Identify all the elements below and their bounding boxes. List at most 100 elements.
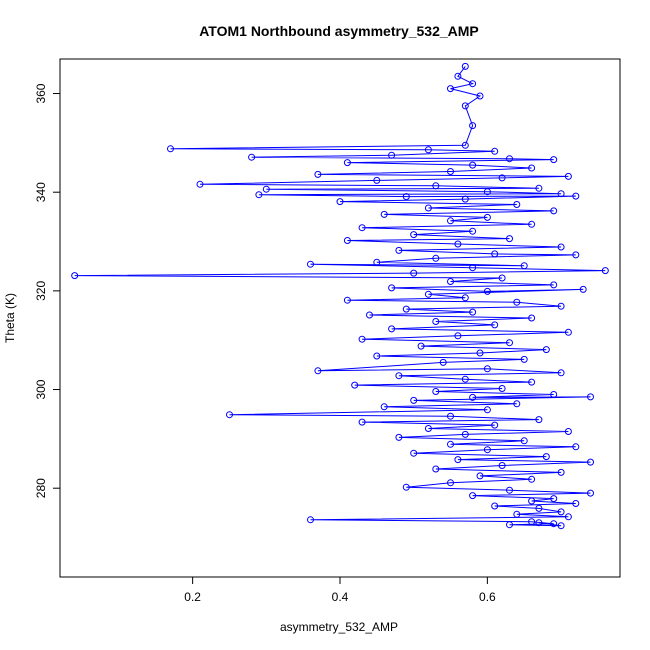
data-point [550,495,558,503]
data-point [424,290,432,298]
data-point [557,243,565,251]
data-point [520,262,528,270]
data-point [410,396,418,404]
series-layer [71,62,609,530]
data-point [513,400,521,408]
data-point [469,492,477,500]
data-point [528,518,536,526]
data-point [528,497,536,505]
data-point [343,237,351,244]
data-point [498,174,506,182]
data-point [461,195,469,203]
data-point [366,311,373,319]
data-point [432,465,440,473]
data-point [557,522,565,530]
x-tick-label: 0.6 [479,590,496,604]
data-point [550,391,558,398]
data-point [528,220,536,228]
series-line [74,66,606,527]
data-point [564,513,572,521]
data-point [351,381,359,389]
data-point [461,141,469,149]
data-point [424,425,432,432]
x-axis-label: asymmetry_532_AMP [280,620,398,634]
data-point [491,147,499,155]
data-point [513,510,521,518]
data-point [557,468,565,476]
data-point [373,352,381,360]
data-point [461,62,469,70]
data-point [564,172,572,180]
y-axis-label: Theta (K) [3,293,17,343]
data-point [542,346,550,354]
data-point [513,298,521,306]
data-point [454,240,462,248]
data-point [373,176,381,184]
data-point [432,388,440,395]
data-point [388,325,396,333]
data-point [388,284,396,292]
data-point [447,440,454,448]
data-point [402,305,410,313]
data-point [550,520,558,528]
data-point [262,185,270,193]
data-point [520,437,528,445]
chart-title: ATOM1 Northbound asymmetry_532_AMP [199,23,479,39]
data-point [424,146,432,154]
data-point [557,508,565,516]
data-point [587,393,594,401]
data-point [572,500,580,507]
data-point [498,462,506,469]
data-point [358,224,366,232]
data-point [454,332,462,340]
data-point [579,285,587,293]
data-point [167,145,174,153]
data-point [528,164,536,172]
data-point [358,418,366,426]
data-point [402,483,410,491]
data-point [557,190,565,198]
data-point [469,161,477,169]
plot-frame [59,58,621,578]
data-point [469,122,477,130]
data-point [255,191,263,199]
data-point [461,375,469,383]
data-point [432,182,440,190]
data-point [439,358,447,366]
data-point [461,430,469,438]
data-point [476,349,484,357]
data-point [395,372,403,380]
data-point [226,411,233,419]
data-point [483,213,491,221]
data-point [314,367,322,375]
data-point [483,446,491,454]
data-point [248,153,256,161]
data-point [506,339,513,347]
y-tick-label: 340 [34,182,48,202]
data-point [395,246,403,254]
data-point [432,318,440,325]
data-point [506,155,513,163]
data-point [506,486,513,494]
data-point [432,254,440,262]
data-point [564,328,572,336]
data-point [535,504,543,512]
data-point [491,321,499,329]
y-tick-label: 300 [34,379,48,399]
data-point [557,302,565,310]
data-point [447,278,454,285]
data-point [447,412,454,420]
data-point [71,272,79,280]
data-point [469,264,477,272]
data-point [572,192,580,200]
data-point [550,281,558,289]
data-point [196,180,204,188]
data-point [417,342,425,350]
data-point [564,428,572,435]
data-point [550,207,558,215]
x-tick-label: 0.2 [184,590,201,604]
data-point [506,235,513,243]
data-point [314,170,322,178]
data-point [528,314,536,322]
